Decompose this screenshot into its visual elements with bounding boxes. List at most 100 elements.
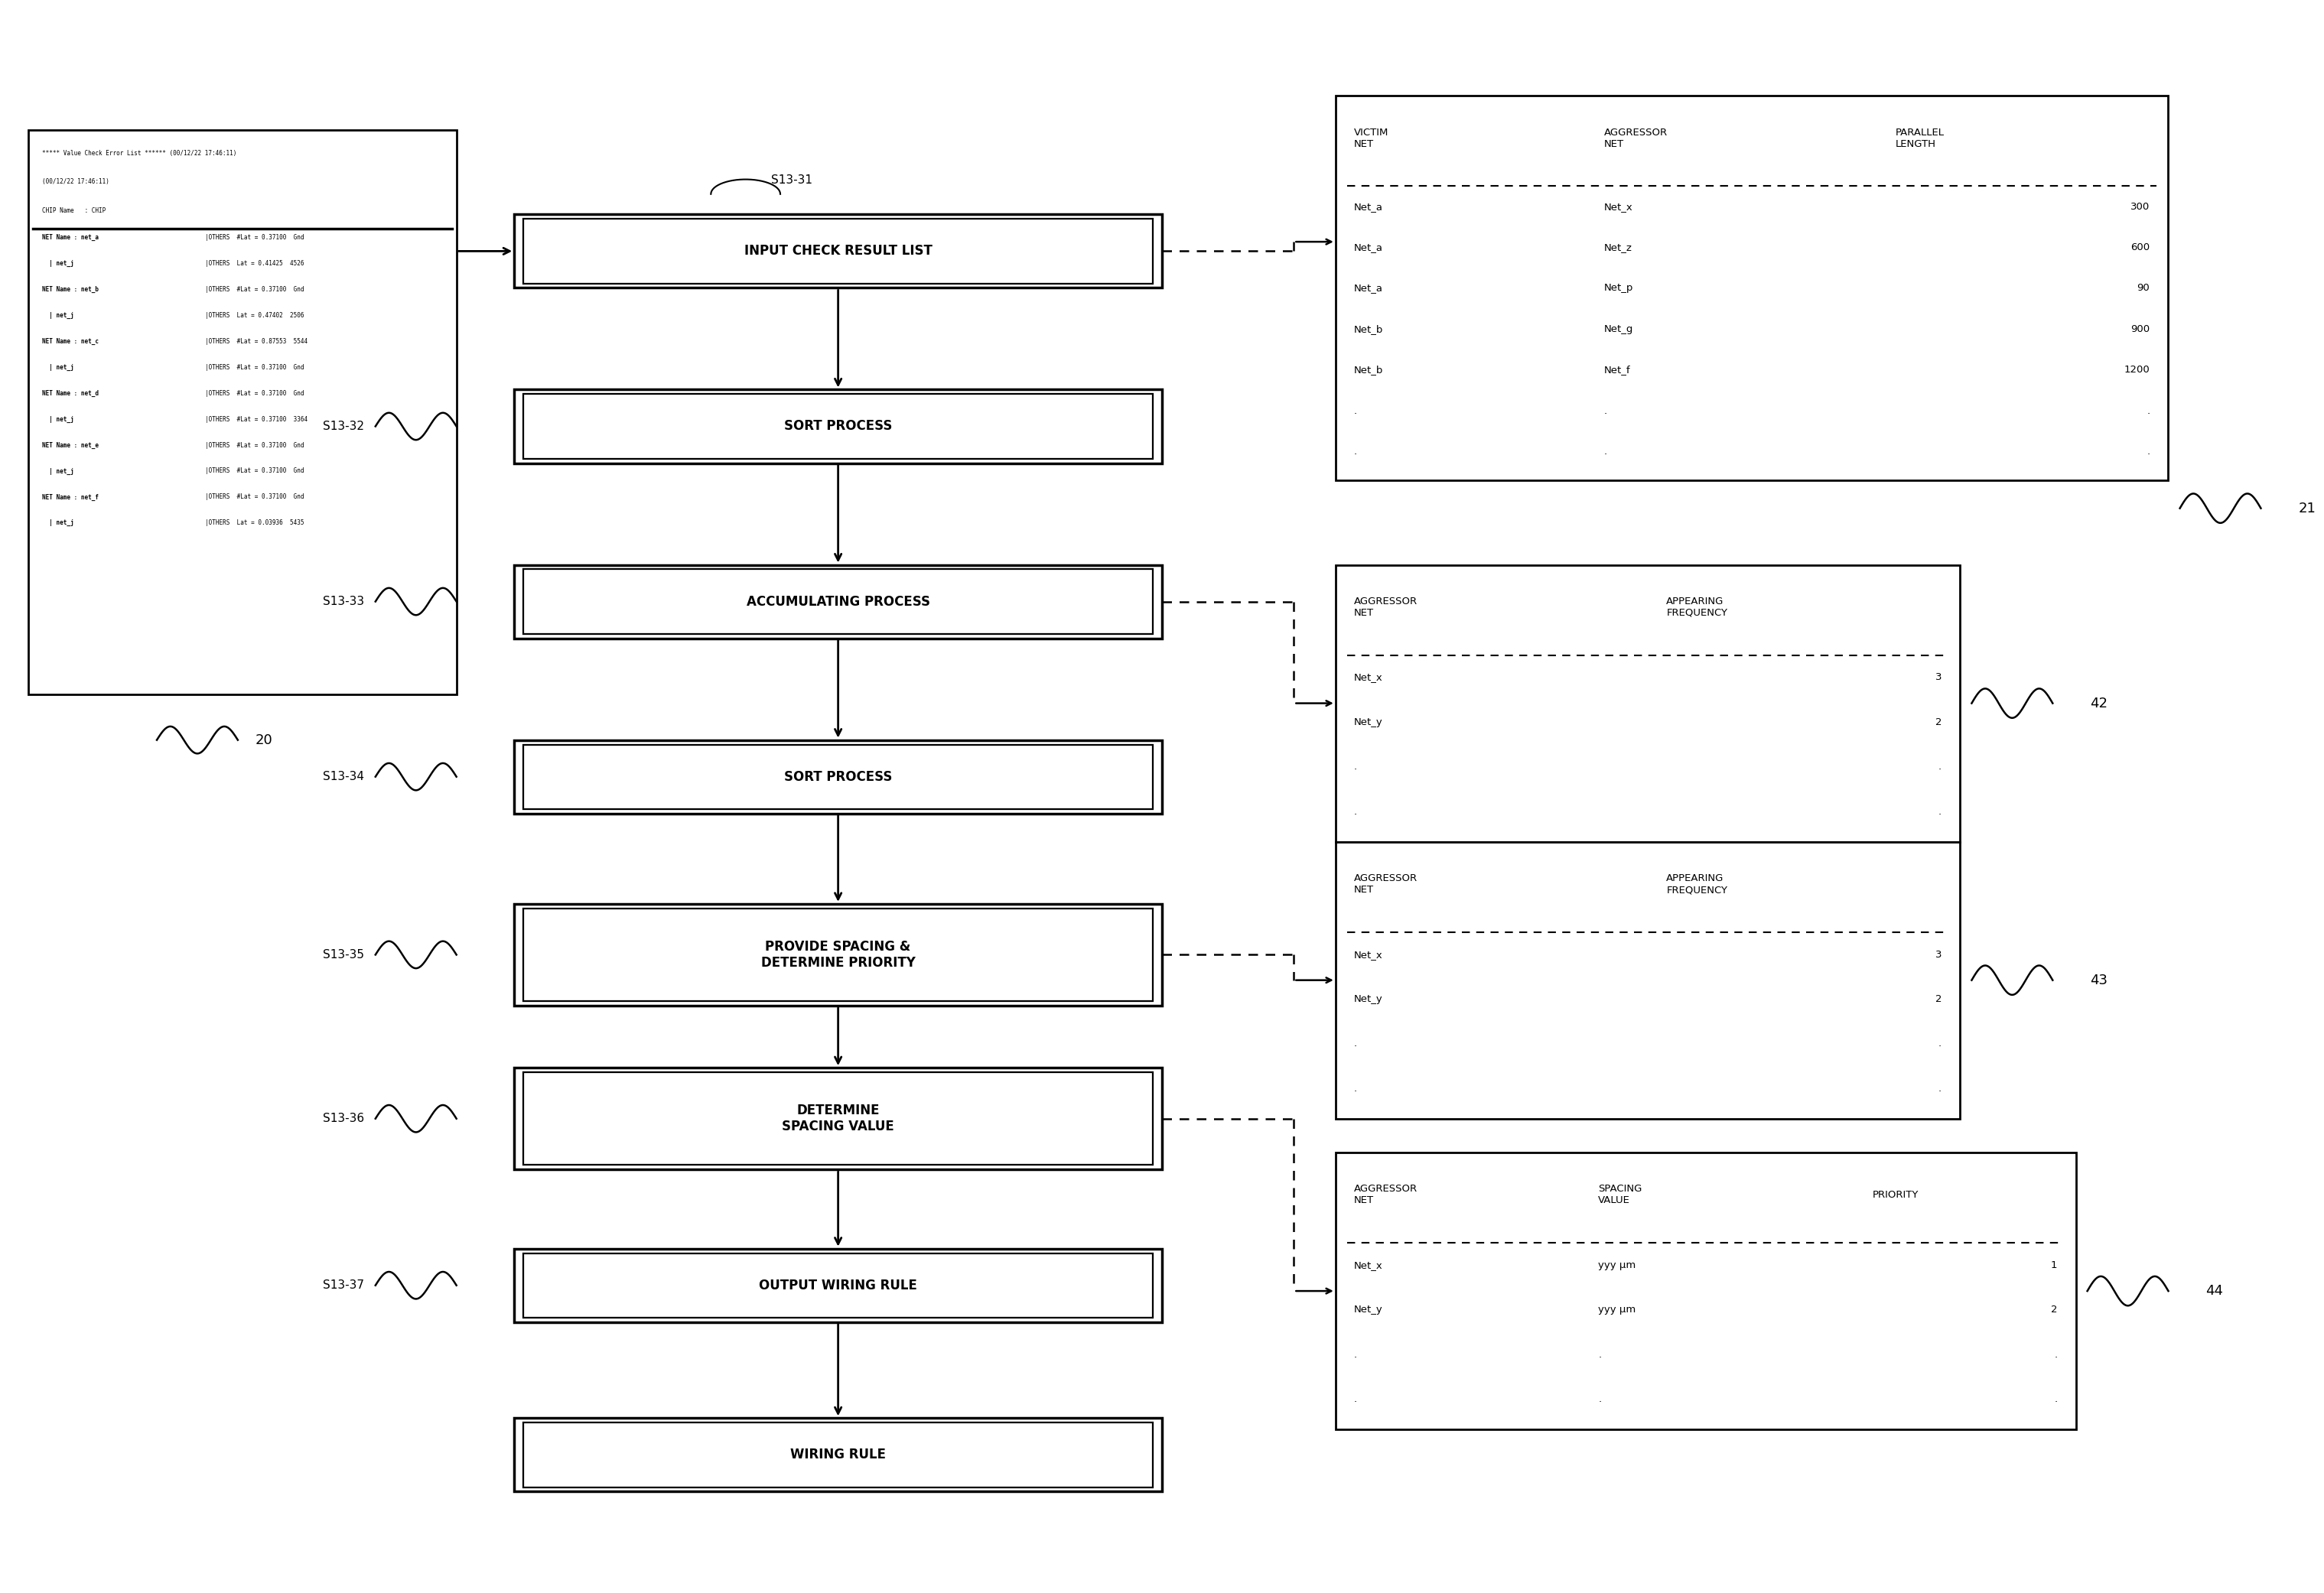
Text: |OTHERS  Lat = 0.03936  5435: |OTHERS Lat = 0.03936 5435	[205, 519, 304, 526]
Text: Net_a: Net_a	[1355, 202, 1383, 212]
Text: 900: 900	[2131, 323, 2150, 335]
Text: INPUT CHECK RESULT LIST: INPUT CHECK RESULT LIST	[744, 244, 932, 258]
Text: Net_x: Net_x	[1355, 1260, 1383, 1270]
Text: SORT PROCESS: SORT PROCESS	[783, 419, 892, 433]
Text: | net_j: | net_j	[42, 468, 74, 475]
FancyBboxPatch shape	[514, 215, 1162, 288]
Text: .: .	[1355, 806, 1357, 817]
Text: .: .	[1355, 1083, 1357, 1093]
Text: |OTHERS  #Lat = 0.37100  Gnd: |OTHERS #Lat = 0.37100 Gnd	[205, 468, 304, 475]
Text: | net_j: | net_j	[42, 416, 74, 422]
Text: Net_y: Net_y	[1355, 1305, 1383, 1314]
Text: .: .	[2054, 1394, 2057, 1403]
Text: S13-36: S13-36	[323, 1114, 365, 1125]
Text: Net_x: Net_x	[1604, 202, 1634, 212]
Text: .: .	[1599, 1349, 1601, 1359]
Text: | net_j: | net_j	[42, 519, 74, 527]
FancyBboxPatch shape	[1336, 1152, 2075, 1429]
Text: WIRING RULE: WIRING RULE	[790, 1448, 885, 1462]
Text: 3: 3	[1936, 949, 1941, 959]
FancyBboxPatch shape	[523, 393, 1153, 459]
Text: 1200: 1200	[2124, 365, 2150, 374]
Text: Net_f: Net_f	[1604, 365, 1631, 374]
Text: AGGRESSOR
NET: AGGRESSOR NET	[1355, 873, 1418, 895]
Text: AGGRESSOR
NET: AGGRESSOR NET	[1355, 1184, 1418, 1206]
Text: .: .	[1355, 1394, 1357, 1403]
Text: |OTHERS  #Lat = 0.37100  Gnd: |OTHERS #Lat = 0.37100 Gnd	[205, 494, 304, 500]
Text: .: .	[1604, 406, 1606, 416]
FancyBboxPatch shape	[514, 566, 1162, 639]
FancyBboxPatch shape	[514, 903, 1162, 1005]
Text: |OTHERS  #Lat = 0.37100  Gnd: |OTHERS #Lat = 0.37100 Gnd	[205, 234, 304, 241]
Text: 3: 3	[1936, 672, 1941, 682]
FancyBboxPatch shape	[1336, 841, 1959, 1118]
Text: 20: 20	[256, 733, 272, 747]
Text: .: .	[1604, 446, 1606, 457]
Text: S13-37: S13-37	[323, 1279, 365, 1290]
Text: .: .	[1355, 761, 1357, 771]
Text: .: .	[1938, 761, 1941, 771]
Text: NET Name : net_e: NET Name : net_e	[42, 441, 100, 449]
Text: Net_a: Net_a	[1355, 242, 1383, 252]
FancyBboxPatch shape	[523, 908, 1153, 1000]
FancyBboxPatch shape	[523, 1423, 1153, 1488]
Text: PRIORITY: PRIORITY	[1873, 1190, 1917, 1200]
Text: 2: 2	[1936, 717, 1941, 726]
Text: |OTHERS  Lat = 0.47402  2506: |OTHERS Lat = 0.47402 2506	[205, 312, 304, 319]
FancyBboxPatch shape	[514, 390, 1162, 464]
Text: | net_j: | net_j	[42, 312, 74, 319]
Text: 43: 43	[2089, 973, 2108, 988]
Text: .: .	[2147, 446, 2150, 457]
Text: Net_g: Net_g	[1604, 323, 1634, 335]
Text: NET Name : net_d: NET Name : net_d	[42, 390, 100, 397]
Text: S13-31: S13-31	[772, 175, 813, 186]
FancyBboxPatch shape	[514, 1067, 1162, 1169]
Text: .: .	[1355, 406, 1357, 416]
Text: NET Name : net_c: NET Name : net_c	[42, 338, 100, 344]
Text: .: .	[2147, 406, 2150, 416]
Text: S13-34: S13-34	[323, 771, 365, 782]
Text: NET Name : net_b: NET Name : net_b	[42, 287, 100, 293]
Text: .: .	[1599, 1394, 1601, 1403]
FancyBboxPatch shape	[1336, 96, 2168, 479]
Text: | net_j: | net_j	[42, 363, 74, 371]
Text: DETERMINE
SPACING VALUE: DETERMINE SPACING VALUE	[781, 1104, 895, 1134]
Text: .: .	[1355, 1039, 1357, 1048]
Text: ACCUMULATING PROCESS: ACCUMULATING PROCESS	[746, 594, 930, 609]
Text: SORT PROCESS: SORT PROCESS	[783, 769, 892, 784]
Text: AGGRESSOR
NET: AGGRESSOR NET	[1355, 596, 1418, 618]
Text: |OTHERS  Lat = 0.41425  4526: |OTHERS Lat = 0.41425 4526	[205, 260, 304, 268]
Text: OUTPUT WIRING RULE: OUTPUT WIRING RULE	[760, 1279, 918, 1292]
Text: |OTHERS  #Lat = 0.37100  Gnd: |OTHERS #Lat = 0.37100 Gnd	[205, 363, 304, 371]
Text: 600: 600	[2131, 242, 2150, 252]
Text: 21: 21	[2298, 502, 2317, 515]
Text: S13-33: S13-33	[323, 596, 365, 607]
FancyBboxPatch shape	[514, 741, 1162, 814]
Text: PROVIDE SPACING &
DETERMINE PRIORITY: PROVIDE SPACING & DETERMINE PRIORITY	[760, 940, 916, 970]
Text: .: .	[2054, 1349, 2057, 1359]
FancyBboxPatch shape	[1336, 566, 1959, 841]
Text: Net_y: Net_y	[1355, 994, 1383, 1004]
Text: Net_a: Net_a	[1355, 284, 1383, 293]
Text: Net_y: Net_y	[1355, 717, 1383, 726]
FancyBboxPatch shape	[523, 218, 1153, 284]
Text: yyy μm: yyy μm	[1599, 1260, 1636, 1270]
FancyBboxPatch shape	[523, 569, 1153, 634]
Text: |OTHERS  #Lat = 0.37100  Gnd: |OTHERS #Lat = 0.37100 Gnd	[205, 390, 304, 397]
Text: Net_z: Net_z	[1604, 242, 1631, 252]
Text: APPEARING
FREQUENCY: APPEARING FREQUENCY	[1666, 596, 1727, 618]
Text: .: .	[1938, 1039, 1941, 1048]
Text: Net_x: Net_x	[1355, 672, 1383, 682]
Text: 2: 2	[1936, 994, 1941, 1004]
Text: |OTHERS  #Lat = 0.37100  Gnd: |OTHERS #Lat = 0.37100 Gnd	[205, 287, 304, 293]
Text: NET Name : net_f: NET Name : net_f	[42, 494, 100, 500]
Text: S13-35: S13-35	[323, 949, 365, 961]
Text: ***** Value Check Error List ****** (00/12/22 17:46:11): ***** Value Check Error List ****** (00/…	[42, 150, 237, 156]
Text: APPEARING
FREQUENCY: APPEARING FREQUENCY	[1666, 873, 1727, 895]
Text: 2: 2	[2050, 1305, 2057, 1314]
FancyBboxPatch shape	[514, 1418, 1162, 1491]
Text: 90: 90	[2138, 284, 2150, 293]
FancyBboxPatch shape	[514, 1249, 1162, 1322]
Text: .: .	[1938, 1083, 1941, 1093]
Text: |OTHERS  #Lat = 0.37100  3364: |OTHERS #Lat = 0.37100 3364	[205, 416, 307, 422]
